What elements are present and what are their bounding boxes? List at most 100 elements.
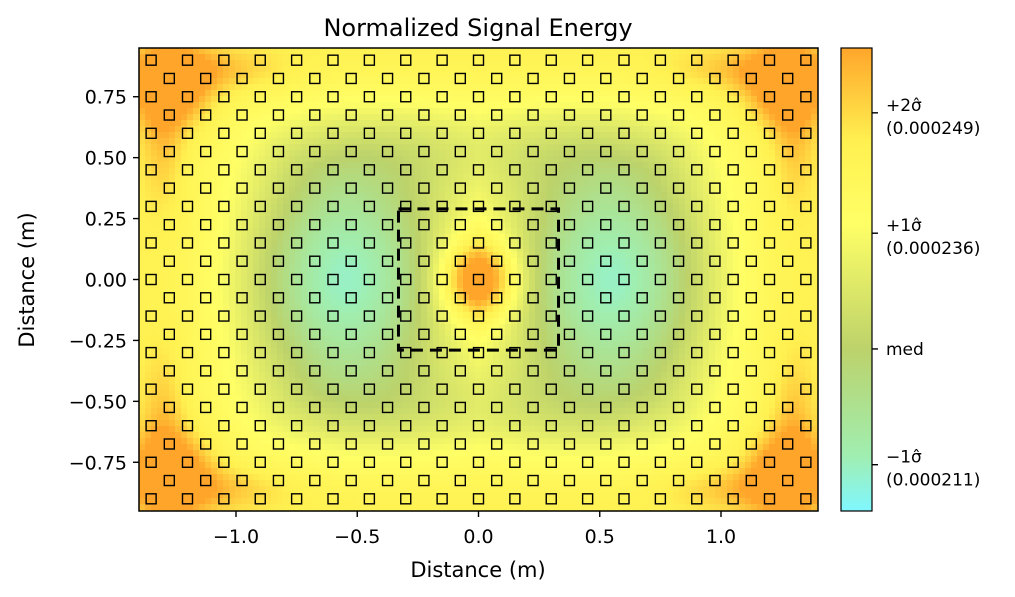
sensor-marker — [454, 218, 467, 231]
sensor-marker — [363, 383, 376, 395]
sensor-marker — [436, 456, 448, 468]
sensor-marker — [781, 109, 794, 121]
sensor-marker — [636, 218, 648, 231]
sensor-marker — [254, 164, 266, 176]
sensor-marker — [254, 493, 266, 505]
sensor-marker — [199, 401, 212, 414]
sensor-marker — [400, 346, 412, 359]
sensor-marker — [272, 218, 285, 231]
sensor-marker — [236, 365, 248, 377]
sensor-marker — [254, 346, 266, 359]
sensor-marker — [363, 127, 376, 139]
sensor-marker — [763, 420, 776, 432]
sensor-marker — [236, 474, 248, 487]
sensor-marker — [763, 273, 776, 286]
sensor-marker — [691, 383, 703, 395]
sensor-marker — [800, 237, 812, 249]
sensor-marker — [563, 328, 576, 341]
sensor-marker — [563, 401, 576, 414]
sensor-marker — [509, 346, 521, 359]
sensor-marker — [290, 164, 303, 176]
sensor-marker — [563, 255, 576, 267]
sensor-marker — [581, 273, 594, 286]
sensor-marker — [727, 493, 739, 505]
sensor-marker — [527, 292, 539, 304]
sensor-marker — [472, 493, 485, 505]
colorbar-tick-value: (0.000211) — [886, 471, 980, 491]
sensor-marker — [454, 328, 467, 341]
sensor-marker — [636, 365, 648, 377]
sensor-marker — [563, 365, 576, 377]
sensor-marker — [509, 164, 521, 176]
sensor-marker — [363, 273, 376, 286]
sensor-marker — [236, 218, 248, 231]
sensor-marker — [709, 328, 721, 341]
sensor-marker — [400, 200, 412, 213]
sensor-marker — [618, 346, 630, 359]
sensor-marker — [418, 328, 430, 341]
sensor-marker — [400, 54, 412, 66]
sensor-marker — [509, 493, 521, 505]
sensor-marker — [436, 164, 448, 176]
sensor-marker — [581, 237, 594, 249]
sensor-marker — [418, 401, 430, 414]
sensor-marker — [763, 91, 776, 103]
sensor-marker — [490, 365, 503, 377]
sensor-marker — [490, 72, 503, 85]
sensor-marker — [654, 310, 667, 322]
sensor-marker — [727, 273, 739, 286]
sensor-marker — [181, 383, 194, 395]
sensor-marker — [490, 474, 503, 487]
sensor-marker — [472, 200, 485, 213]
sensor-marker — [600, 292, 612, 304]
sensor-marker — [327, 273, 339, 286]
sensor-marker — [309, 109, 321, 121]
sensor-marker — [781, 292, 794, 304]
sensor-marker — [163, 72, 176, 85]
sensor-marker — [400, 237, 412, 249]
sensor-marker — [672, 438, 685, 450]
sensor-marker — [672, 255, 685, 267]
sensor-marker — [781, 438, 794, 450]
sensor-marker — [618, 164, 630, 176]
sensor-marker — [363, 54, 376, 66]
sensor-marker — [654, 127, 667, 139]
sensor-marker — [691, 91, 703, 103]
sensor-marker — [727, 127, 739, 139]
sensor-marker — [581, 456, 594, 468]
sensor-marker — [636, 182, 648, 194]
sensor-marker — [563, 474, 576, 487]
sensor-marker — [218, 273, 230, 286]
sensor-marker — [436, 91, 448, 103]
y-tick-label: −0.50 — [69, 391, 127, 413]
sensor-marker — [763, 310, 776, 322]
sensor-marker — [254, 127, 266, 139]
sensor-marker — [709, 218, 721, 231]
sensor-marker — [509, 237, 521, 249]
x-tick-label: −1.0 — [213, 526, 259, 548]
sensor-marker — [581, 346, 594, 359]
sensor-marker — [618, 54, 630, 66]
sensor-marker — [454, 401, 467, 414]
sensor-marker — [400, 383, 412, 395]
sensor-marker — [709, 72, 721, 85]
sensor-marker — [527, 328, 539, 341]
sensor-marker — [254, 456, 266, 468]
sensor-marker — [145, 200, 157, 213]
sensor-marker — [145, 127, 157, 139]
sensor-marker — [327, 237, 339, 249]
sensor-marker — [745, 145, 758, 158]
sensor-marker — [363, 237, 376, 249]
sensor-marker — [636, 401, 648, 414]
sensor-marker — [290, 54, 303, 66]
sensor-marker — [181, 420, 194, 432]
sensor-marker — [800, 54, 812, 66]
sensor-marker — [218, 456, 230, 468]
sensor-marker — [327, 164, 339, 176]
sensor-marker — [290, 383, 303, 395]
sensor-marker — [163, 218, 176, 231]
sensor-marker — [218, 493, 230, 505]
sensor-marker — [581, 383, 594, 395]
sensor-marker — [600, 401, 612, 414]
sensor-marker — [199, 218, 212, 231]
